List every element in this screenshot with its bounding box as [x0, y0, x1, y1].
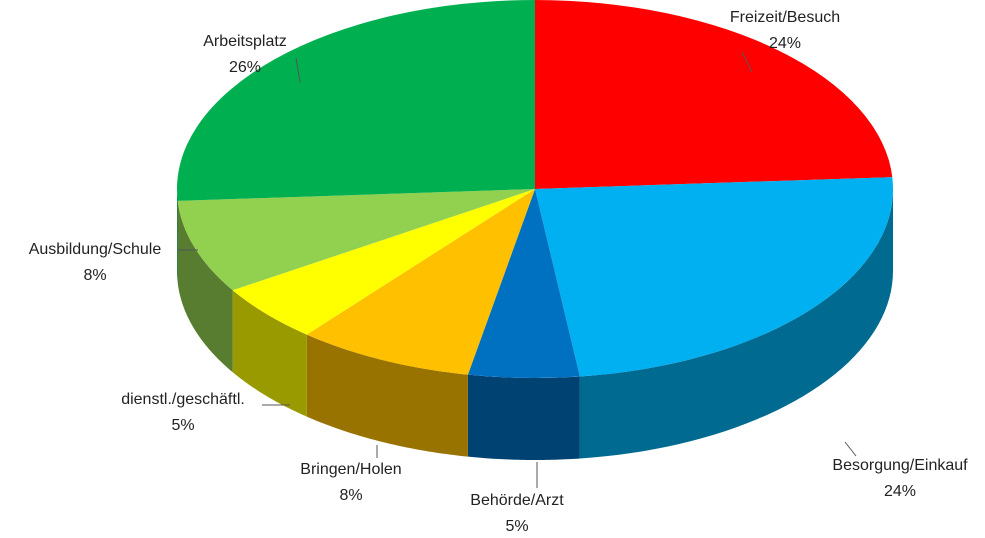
slice-label: Behörde/Arzt [470, 492, 564, 509]
slice-side [306, 334, 468, 457]
slice-label: Besorgung/Einkauf [832, 457, 968, 474]
slice [535, 0, 893, 189]
slice [535, 177, 893, 377]
slice-value: 26% [229, 59, 261, 76]
slice-value: 8% [339, 487, 362, 504]
slice [177, 189, 536, 291]
slice-side [467, 374, 580, 460]
slice-label: Ausbildung/Schule [29, 241, 162, 258]
slice-label: Freizeit/Besuch [730, 9, 840, 26]
slice-side [177, 189, 178, 283]
slice [467, 189, 580, 378]
leader-line [295, 57, 301, 83]
slice [232, 189, 536, 335]
slice-value: 24% [884, 483, 916, 500]
slice-side [579, 189, 893, 459]
slice-side [177, 200, 233, 373]
slice-label: dienstl./geschäftl. [121, 391, 245, 408]
slice-side [232, 290, 307, 417]
leader-line [741, 51, 753, 73]
slice-value: 5% [171, 417, 194, 434]
slice-value: 8% [83, 267, 106, 284]
leader-line [844, 441, 857, 457]
slice [177, 0, 535, 201]
slice-value: 5% [505, 518, 528, 533]
slice-value: 24% [769, 35, 801, 52]
slice [306, 189, 535, 375]
slice-label: Arbeitsplatz [203, 33, 287, 50]
slice-label: Bringen/Holen [300, 461, 401, 478]
